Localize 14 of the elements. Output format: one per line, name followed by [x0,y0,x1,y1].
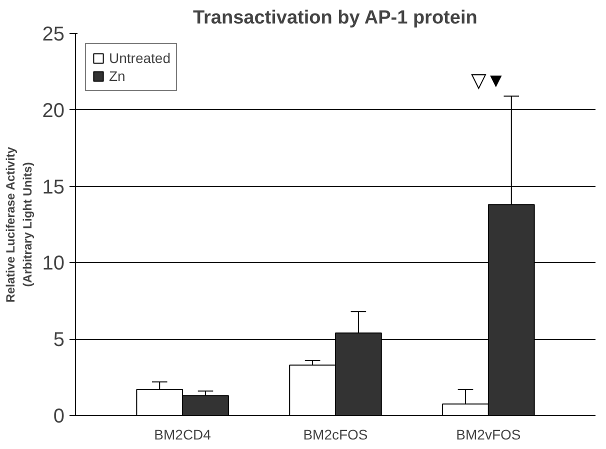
x-tick-label: BM2vFOS [456,426,521,442]
y-tick-label: 20 [42,100,65,122]
x-tick-label: BM2CD4 [154,426,212,442]
y-tick-label: 0 [53,406,64,428]
x-tick-label: BM2cFOS [303,426,368,442]
legend-label: Zn [109,68,126,84]
y-tick-label: 10 [42,252,65,275]
y-tick-label: 5 [53,329,64,352]
chart-title: Transactivation by AP-1 protein [192,8,478,28]
annotation: ▽▼ [471,70,506,92]
legend-label: Untreated [109,50,170,66]
y-axis-title: Relative Luciferase Activity (Arbitrary Light Units) [3,146,34,303]
y-tick-label: 15 [42,176,65,198]
y-tick-label: 25 [42,24,65,46]
